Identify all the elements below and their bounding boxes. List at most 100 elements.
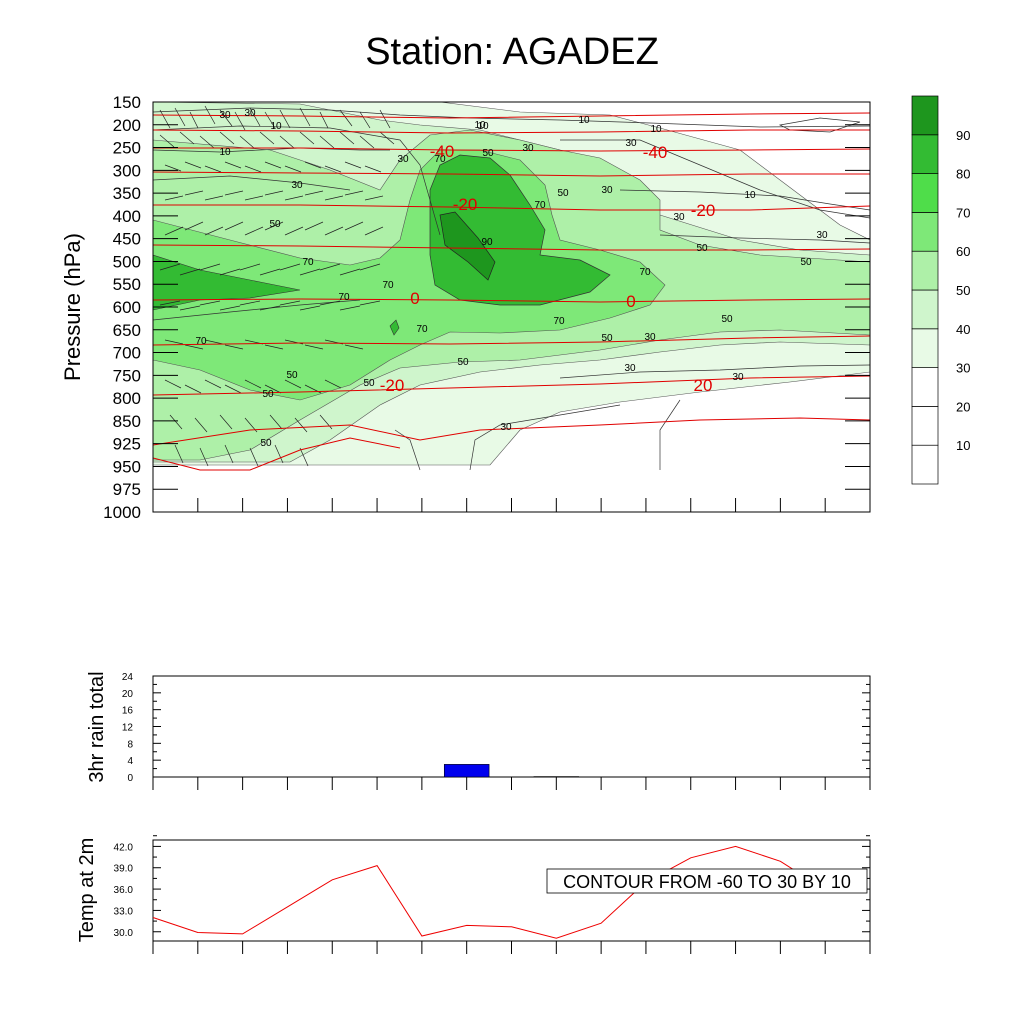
contour-info-box bbox=[546, 868, 868, 894]
contour-label: 70 bbox=[195, 336, 207, 347]
contour-label: 10 bbox=[474, 120, 486, 131]
fill-low-level-jet bbox=[153, 254, 301, 311]
contour-label: 50 bbox=[260, 438, 272, 449]
pressure-tick-label: 200 bbox=[113, 116, 141, 135]
temp-tick-label: 36.0 bbox=[114, 885, 134, 896]
rain-axis-label: 3hr rain total bbox=[86, 671, 108, 782]
contour-label: 90 bbox=[481, 237, 493, 248]
rain-tick-label: 24 bbox=[122, 672, 134, 683]
rain-tick-label: 16 bbox=[122, 706, 134, 717]
rain-bars bbox=[443, 764, 580, 778]
temperature-series-line bbox=[152, 845, 826, 939]
contour-label: 30 bbox=[673, 212, 685, 223]
colorbar-label: 80 bbox=[956, 167, 970, 182]
colorbar-label: 40 bbox=[956, 322, 970, 337]
temp-tick-label: 42.0 bbox=[114, 842, 134, 853]
pressure-tick-label: 925 bbox=[113, 435, 141, 454]
colorbar-swatch bbox=[911, 328, 939, 368]
contour-label: 30 bbox=[291, 180, 303, 191]
contour-label: 30 bbox=[244, 108, 256, 119]
fill-level-70 bbox=[153, 149, 666, 401]
contour-label: 50 bbox=[557, 188, 569, 199]
contour-label: 30 bbox=[601, 185, 613, 196]
contour-label: 50 bbox=[482, 148, 494, 159]
contour-label: 30 bbox=[624, 363, 636, 374]
colorbar-swatch bbox=[911, 212, 939, 252]
colorbar-swatch bbox=[911, 95, 939, 136]
colorbar-swatch bbox=[911, 134, 939, 174]
contour-label: 30 bbox=[500, 422, 512, 433]
colorbar-label: 60 bbox=[956, 244, 970, 259]
pressure-tick-label: 850 bbox=[113, 412, 141, 431]
pressure-tick-label: 250 bbox=[113, 139, 141, 158]
temperature-isotherms bbox=[153, 112, 870, 471]
colorbar-swatch bbox=[911, 289, 939, 330]
contour-label: 70 bbox=[338, 292, 350, 303]
pressure-tick-label: 600 bbox=[113, 298, 141, 317]
time-axis-ticks bbox=[152, 498, 871, 512]
wind-barbs bbox=[159, 105, 395, 467]
contour-label: 30 bbox=[732, 372, 744, 383]
pressure-axis: 1502002503003504004505005506006507007508… bbox=[103, 93, 870, 522]
colorbar-swatch bbox=[911, 444, 939, 485]
temp-y-axis: 42.0 39.0 36.0 33.0 30.0 bbox=[114, 835, 870, 939]
rain-x-axis bbox=[152, 777, 871, 790]
rain-chart: 24 20 16 12 8 4 0 3hr rain total bbox=[86, 671, 871, 790]
isotherm-label: -40 bbox=[430, 142, 455, 161]
colorbar-swatch bbox=[911, 250, 939, 291]
contour-label: 30 bbox=[625, 138, 637, 149]
colorbar-swatch bbox=[911, 367, 939, 407]
contour-label: 30 bbox=[219, 110, 231, 121]
pressure-tick-label: 300 bbox=[113, 161, 141, 180]
rain-y-axis: 24 20 16 12 8 4 0 bbox=[122, 672, 870, 784]
pressure-tick-label: 700 bbox=[113, 344, 141, 363]
pressure-axis-label: Pressure (hPa) bbox=[60, 233, 85, 381]
contour-label: 50 bbox=[601, 333, 613, 344]
temp-tick-label: 33.0 bbox=[114, 906, 134, 917]
temp-x-axis bbox=[152, 941, 871, 954]
pressure-tick-label: 450 bbox=[113, 230, 141, 249]
filled-contours bbox=[153, 102, 870, 512]
pressure-tick-label: 750 bbox=[113, 366, 141, 385]
pressure-tick-label: 800 bbox=[113, 389, 141, 408]
contour-label: 70 bbox=[534, 200, 546, 211]
contour-label: 30 bbox=[522, 143, 534, 154]
contour-label: 30 bbox=[397, 154, 409, 165]
contour-label: 10 bbox=[578, 115, 590, 126]
rain-bar bbox=[443, 764, 490, 778]
rain-tick-label: 8 bbox=[127, 739, 133, 750]
isotherm-label: -20 bbox=[453, 195, 478, 214]
colorbar-label: 10 bbox=[956, 438, 970, 453]
rain-tick-label: 12 bbox=[122, 723, 134, 734]
colorbar-label: 90 bbox=[956, 128, 970, 143]
contour-labels-red: -40 -40 -20 -20 0 0 -20 20 bbox=[380, 142, 716, 395]
contour-label: 50 bbox=[363, 378, 375, 389]
contour-label: 10 bbox=[219, 147, 231, 158]
colorbar: 10 20 30 40 50 60 70 80 90 bbox=[911, 95, 970, 485]
pressure-tick-label: 975 bbox=[113, 480, 141, 499]
contour-label: 10 bbox=[477, 121, 489, 132]
contour-label: 70 bbox=[416, 324, 428, 335]
pressure-tick-label: 550 bbox=[113, 275, 141, 294]
contour-label: 30 bbox=[816, 230, 828, 241]
temp-tick-label: 39.0 bbox=[114, 864, 134, 875]
contour-label: 50 bbox=[696, 243, 708, 254]
rain-tick-label: 0 bbox=[127, 773, 133, 784]
pressure-tick-label: 650 bbox=[113, 321, 141, 340]
contour-label: 50 bbox=[800, 257, 812, 268]
pressure-tick-label: 400 bbox=[113, 207, 141, 226]
rain-tick-label: 20 bbox=[122, 689, 134, 700]
isotherm-label: 20 bbox=[694, 376, 713, 395]
chart-title: Station: AGADEZ bbox=[365, 31, 659, 73]
isotherm-label: -20 bbox=[691, 201, 716, 220]
contour-label: 70 bbox=[434, 154, 446, 165]
contour-label: 10 bbox=[270, 121, 282, 132]
contour-label: 70 bbox=[553, 316, 565, 327]
colorbar-label: 50 bbox=[956, 283, 970, 298]
contour-label: 70 bbox=[639, 267, 651, 278]
contour-label: 70 bbox=[382, 280, 394, 291]
contour-info-text: CONTOUR FROM -60 TO 30 BY 10 bbox=[563, 872, 851, 892]
contour-label: 50 bbox=[269, 219, 281, 230]
contour-label: 10 bbox=[744, 190, 756, 201]
isotherm-label: -40 bbox=[643, 143, 668, 162]
